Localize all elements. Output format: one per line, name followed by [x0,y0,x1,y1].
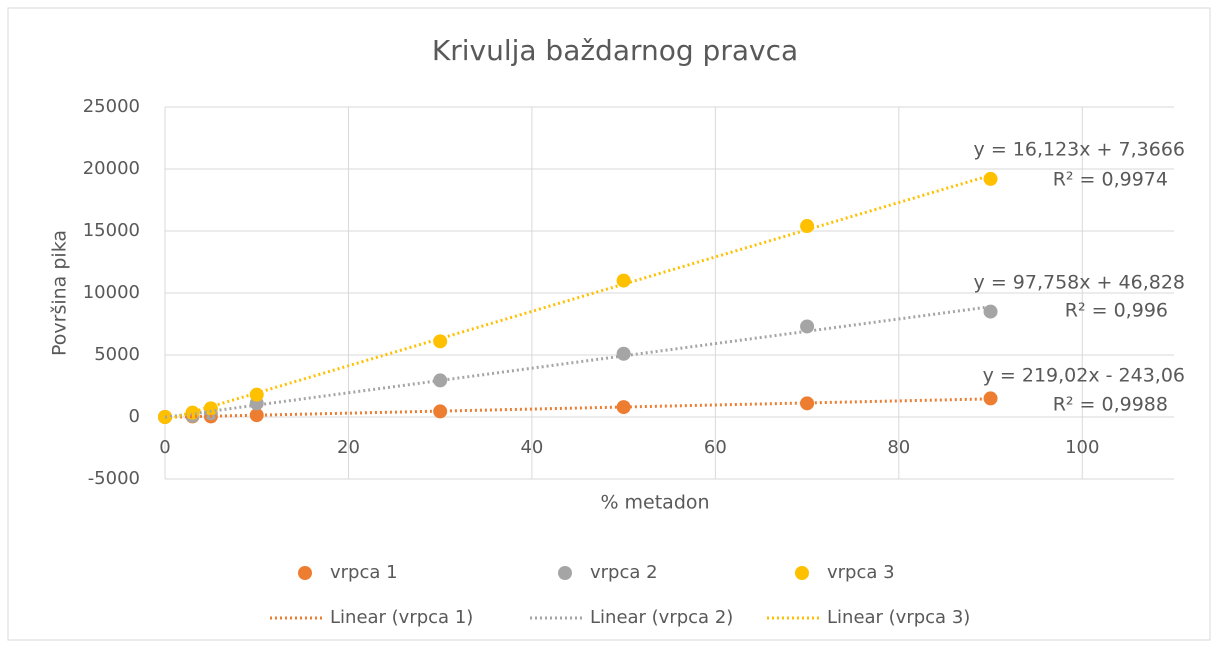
x-tick-label: 40 [520,437,543,458]
x-tick-label: 60 [704,437,727,458]
point [800,396,815,411]
point [800,319,815,334]
chart-title: Krivulja baždarnog pravca [432,34,798,67]
y-tick-label: 0 [129,406,140,427]
trendline-r2: R² = 0,996 [1065,300,1168,322]
legend-label: vrpca 2 [590,562,658,583]
x-tick-label: 100 [1065,437,1099,458]
x-tick-label: 20 [337,437,360,458]
point [616,400,631,415]
y-tick-label: -5000 [88,468,140,489]
point [983,304,998,319]
trendline-equation: y = 16,123x + 7,3666 [974,139,1185,161]
chart-frame [7,7,1211,641]
x-axis-label: % metadon [600,492,709,514]
x-tick-label: 0 [159,437,170,458]
point [616,346,631,361]
trendline-equation: y = 97,758x + 46,828 [974,272,1185,294]
legend-label: vrpca 3 [827,562,895,583]
legend-marker [558,566,572,580]
x-tick-label: 80 [887,437,910,458]
trendline-equation: y = 219,02x - 243,06 [983,365,1185,387]
point [433,373,448,388]
legend-label: vrpca 1 [330,562,398,583]
legend-label: Linear (vrpca 2) [590,607,733,628]
y-tick-label: 25000 [83,96,140,117]
point [249,387,264,402]
trendline [164,173,991,422]
y-tick-label: 10000 [83,282,140,303]
point [616,273,631,288]
trendline-r2: R² = 0,9988 [1053,394,1168,416]
y-tick-label: 15000 [83,220,140,241]
y-tick-label: 20000 [83,158,140,179]
legend-marker [298,566,312,580]
legend-marker [795,566,809,580]
y-tick-label: 5000 [94,344,140,365]
point [800,219,815,234]
trendline-r2: R² = 0,9974 [1053,169,1168,191]
legend-label: Linear (vrpca 1) [330,607,473,628]
legend-label: Linear (vrpca 3) [827,607,970,628]
point [983,171,998,186]
point [983,391,998,406]
point [185,405,200,420]
trendline [164,305,991,419]
y-axis-label: Površina pika [49,230,71,356]
